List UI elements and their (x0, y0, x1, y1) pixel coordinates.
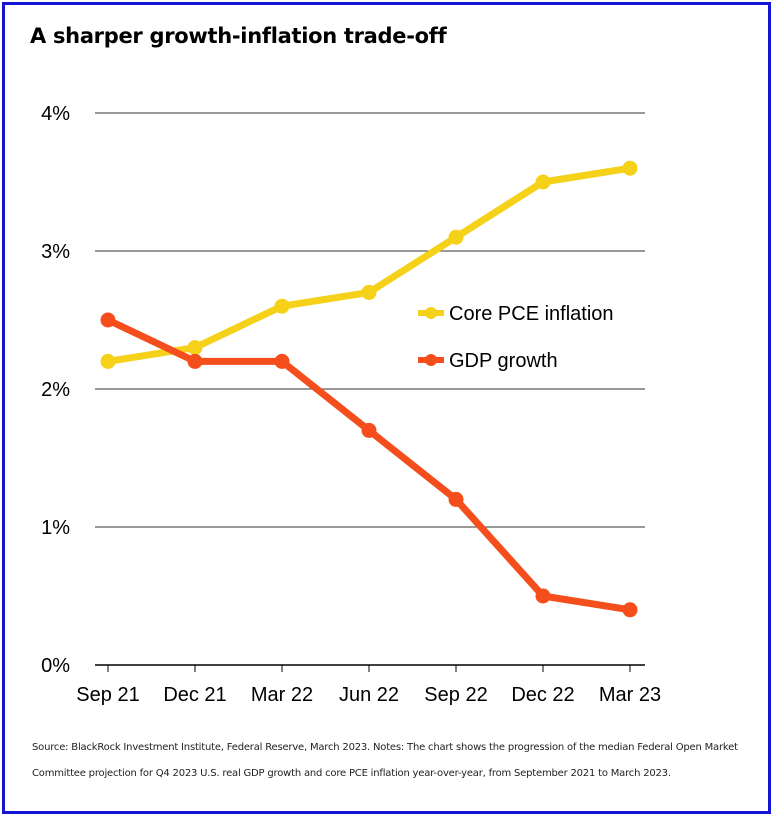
data-point (274, 298, 290, 314)
data-point (100, 353, 116, 369)
data-point (622, 602, 638, 618)
data-point (100, 312, 116, 328)
y-tick-label: 1% (41, 517, 70, 539)
y-tick-label: 0% (41, 655, 70, 677)
source-note-line-1: Source: BlackRock Investment Institute, … (32, 742, 738, 753)
x-tick-label: Jun 22 (339, 684, 399, 706)
legend-marker (425, 307, 437, 319)
data-point (187, 353, 203, 369)
x-tick-label: Mar 22 (251, 684, 313, 706)
y-tick-label: 2% (41, 379, 70, 401)
x-tick-label: Mar 23 (599, 684, 661, 706)
data-point (448, 491, 464, 507)
chart-title: A sharper growth-inflation trade-off (30, 24, 447, 48)
x-tick-label: Sep 21 (76, 684, 139, 706)
data-point (535, 588, 551, 604)
legend-label: Core PCE inflation (449, 303, 614, 325)
x-tick-label: Dec 21 (163, 684, 226, 706)
source-note-line-2: Committee projection for Q4 2023 U.S. re… (32, 768, 671, 779)
data-point (187, 340, 203, 356)
data-point (448, 229, 464, 245)
data-point (274, 353, 290, 369)
x-tick-label: Dec 22 (511, 684, 574, 706)
data-point (361, 284, 377, 300)
y-tick-label: 4% (41, 103, 70, 125)
x-tick-label: Sep 22 (424, 684, 487, 706)
y-tick-label: 3% (41, 241, 70, 263)
data-point (622, 160, 638, 176)
data-point (535, 174, 551, 190)
legend-marker (425, 354, 437, 366)
legend-label: GDP growth (449, 350, 558, 372)
series-line-core-pce (107, 164, 631, 365)
data-point (361, 422, 377, 438)
